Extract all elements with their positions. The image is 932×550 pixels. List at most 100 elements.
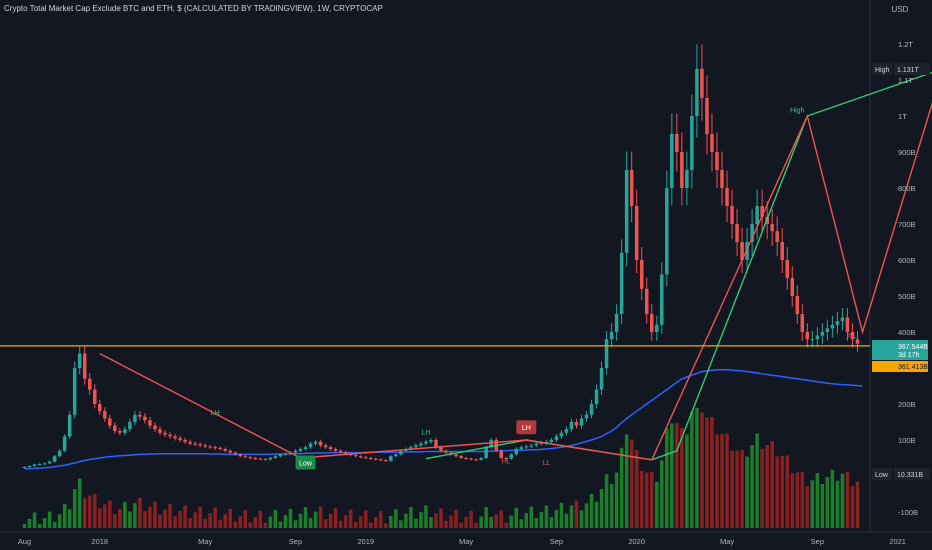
volume-bar — [720, 434, 724, 528]
volume-bar — [358, 516, 363, 528]
candle-body — [308, 443, 313, 448]
candle-body — [133, 414, 137, 422]
volume-bar — [328, 513, 333, 528]
candle-body — [589, 404, 594, 415]
candle-body — [213, 447, 217, 449]
pivot-label: High — [790, 107, 805, 114]
volume-bar — [685, 434, 689, 528]
volume-bar — [173, 516, 177, 528]
currency-label: USD — [892, 5, 909, 14]
candle-body — [163, 432, 167, 435]
volume-bar — [414, 518, 418, 528]
volume-bar — [98, 508, 102, 528]
volume-bar — [805, 486, 810, 528]
candle-body — [128, 422, 132, 430]
volume-bar — [504, 522, 508, 528]
candle-body — [434, 440, 438, 448]
low-label: Low — [875, 472, 889, 479]
candle-body — [574, 422, 579, 426]
candle-body — [82, 353, 87, 379]
candle-body — [604, 339, 609, 368]
time-tick-label: May — [720, 537, 734, 546]
volume-bar — [740, 450, 744, 528]
volume-bar — [168, 503, 172, 528]
candle-body — [379, 459, 383, 461]
volume-bar — [203, 518, 207, 528]
low-label-bg — [872, 468, 892, 480]
volume-bar — [148, 506, 152, 528]
volume-bar — [103, 504, 107, 528]
price-tick-label: 1T — [898, 112, 907, 121]
candle-body — [790, 278, 795, 296]
price-axis: 1.2T 1.1T 1T 900B 800B 700B 600B 500B 400B 200B 10… — [898, 40, 918, 517]
volume-bar — [62, 503, 67, 528]
candle-body — [429, 440, 433, 442]
candle-body — [27, 465, 32, 467]
candle-body — [599, 368, 604, 390]
volume-bar — [153, 501, 157, 528]
pivot-label: LH — [211, 410, 220, 417]
volume-bar — [710, 417, 714, 528]
pivot-label: LH — [522, 425, 531, 432]
volume-bar — [118, 508, 122, 528]
volume-bar — [87, 495, 92, 528]
candle-body — [775, 231, 779, 242]
volume-bar — [303, 507, 308, 528]
candle-body — [710, 134, 714, 152]
volume-bar — [469, 510, 473, 528]
volume-bar — [629, 439, 634, 528]
volume-bar — [845, 472, 850, 528]
candle-body — [639, 260, 644, 289]
volume-bar — [308, 518, 313, 528]
volume-bar — [253, 516, 258, 528]
candle-body — [549, 440, 554, 442]
candle-body — [820, 332, 825, 336]
candle-body — [273, 456, 278, 458]
zigzag-lines — [99, 71, 932, 461]
price-tick-label: 800B — [898, 184, 916, 193]
high-label-bg — [872, 63, 892, 75]
candle-body — [519, 447, 524, 449]
volume-bar — [760, 448, 764, 528]
high-label: High — [875, 67, 890, 74]
volume-bar — [494, 514, 498, 528]
volume-bar — [655, 481, 659, 528]
candle-body — [253, 458, 258, 459]
volume-bar — [529, 506, 534, 528]
candle-body — [178, 438, 182, 440]
volume-bar — [690, 412, 694, 528]
volume-bar — [639, 470, 644, 528]
candle-body — [735, 224, 739, 242]
time-tick-label: 2019 — [357, 537, 374, 546]
low-value-bg — [894, 468, 930, 480]
volume-bar — [670, 423, 674, 528]
candle-body — [358, 456, 363, 458]
volume-bar — [825, 476, 830, 528]
volume-bar — [338, 520, 343, 528]
candle-body — [795, 296, 800, 314]
candle-body — [173, 436, 177, 439]
volume-bar — [323, 519, 328, 528]
candle-body — [258, 458, 263, 460]
volume-bar — [725, 433, 729, 528]
pivot-label: LL — [542, 460, 550, 467]
volume-bar — [374, 516, 378, 528]
candle-body — [725, 188, 729, 206]
candle-body — [464, 458, 468, 459]
candle-body — [745, 242, 749, 260]
candle-body — [414, 445, 418, 448]
candle-body — [118, 431, 122, 433]
candlesticks — [22, 44, 860, 468]
candle-body — [469, 458, 473, 460]
volume-bar — [404, 513, 408, 528]
candle-body — [278, 454, 283, 457]
last-price: 367.544B — [898, 344, 928, 351]
candle-body — [634, 206, 639, 260]
volume-bar — [248, 522, 253, 528]
volume-bar — [419, 512, 423, 528]
volume-bar — [584, 503, 589, 528]
candle-body — [750, 224, 754, 242]
candle-body — [368, 458, 373, 459]
volume-bar — [850, 486, 855, 528]
